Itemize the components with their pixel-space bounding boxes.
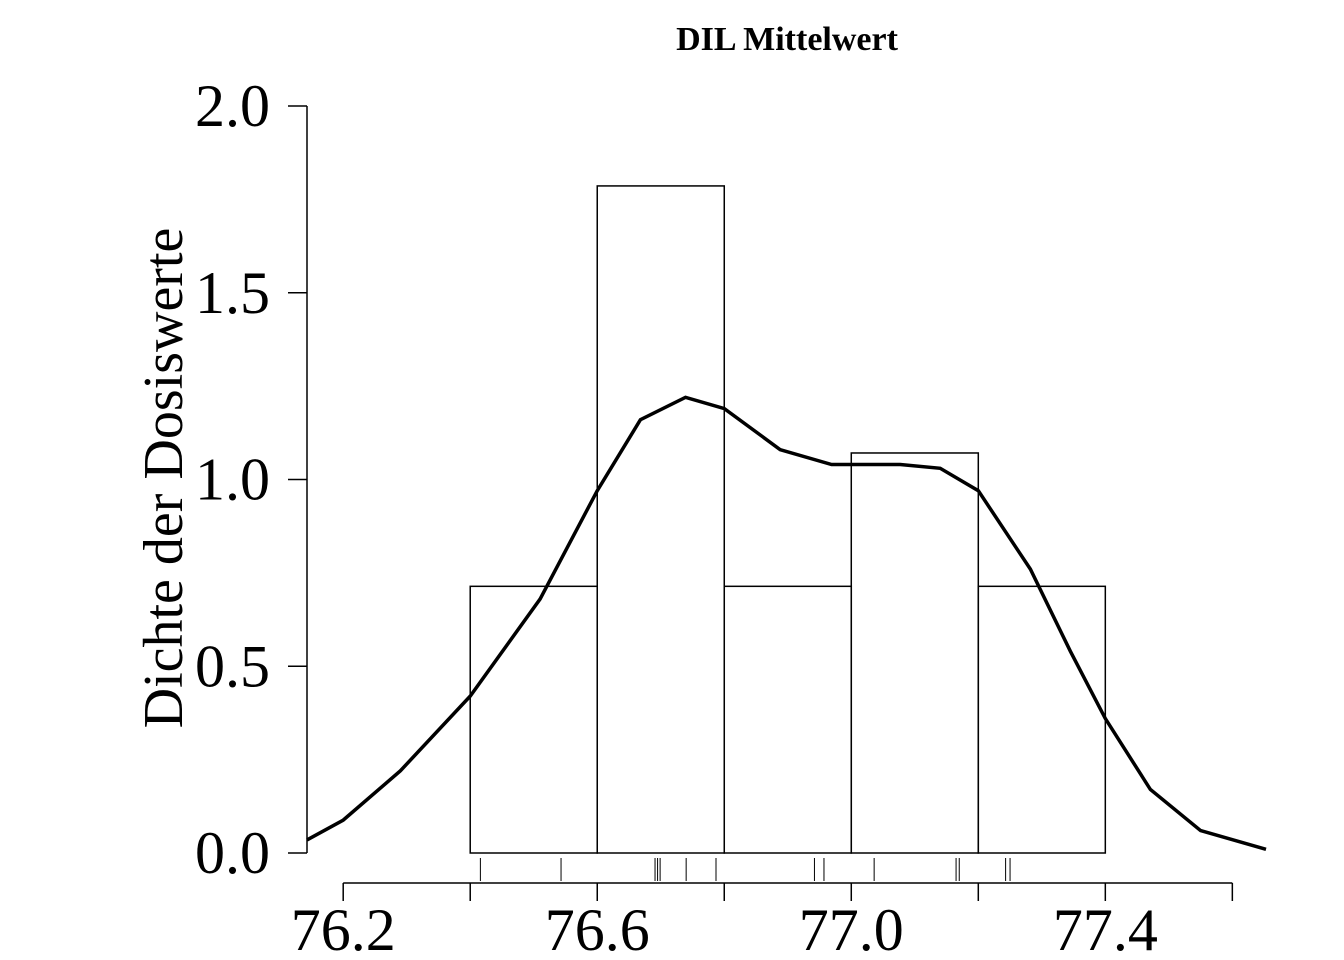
y-axis-label: Dichte der Dosiswerte xyxy=(133,228,195,729)
y-tick-label: 0.5 xyxy=(195,633,270,699)
x-tick-label: 77.0 xyxy=(799,897,904,960)
x-tick-label: 76.2 xyxy=(291,897,396,960)
density-curve xyxy=(306,395,1267,851)
bar xyxy=(850,452,980,854)
bar xyxy=(596,185,726,854)
y-tick-label: 2.0 xyxy=(195,73,270,139)
chart-title: DIL Mittelwert xyxy=(676,21,899,58)
bar xyxy=(723,585,853,854)
bar xyxy=(469,585,598,854)
x-tick-label: 76.6 xyxy=(545,897,650,960)
y-tick-label: 1.5 xyxy=(195,260,270,326)
y-tick-label: 0.0 xyxy=(195,820,270,886)
bar xyxy=(977,585,1107,854)
x-tick-label: 77.4 xyxy=(1053,897,1158,960)
y-tick-label: 1.0 xyxy=(195,447,270,513)
